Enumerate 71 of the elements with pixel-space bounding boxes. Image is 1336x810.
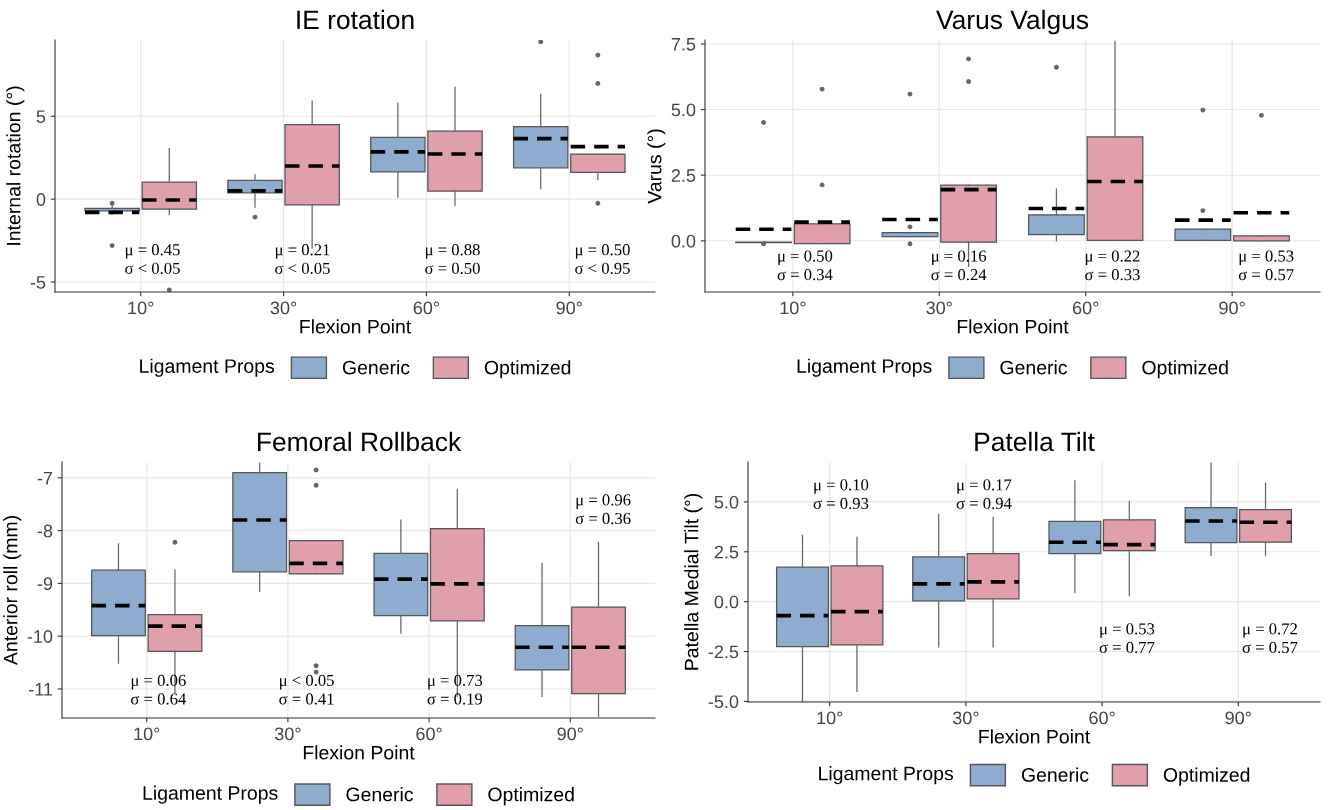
x-tick-label: 10° [134, 727, 160, 741]
x-axis-title: Flexion Point [979, 729, 1091, 744]
annotation: μ = 0.72 σ = 0.57 [1242, 623, 1298, 654]
y-axis-title: Internal rotation (°) [6, 86, 25, 245]
legend-label: Generic [1021, 767, 1089, 782]
x-tick-label: 90° [1225, 711, 1251, 725]
y-tick-label: 5.0 [714, 495, 739, 509]
annotation: μ = 0.88 σ = 0.50 [425, 244, 480, 275]
x-tick-label: 90° [556, 301, 582, 315]
annotation: μ = 0.96 σ = 0.36 [575, 494, 631, 525]
y-tick-label: 2.5 [671, 169, 696, 182]
y-tick-label: 2.5 [714, 545, 739, 559]
y-tick-label: 5 [36, 110, 46, 123]
y-axis-title: Anterior roll (mm) [3, 516, 22, 666]
x-axis-title: Flexion Point [300, 319, 412, 334]
chart-title: Varus Valgus [936, 9, 1089, 35]
x-tick-label: 90° [1219, 301, 1245, 315]
legend-label: Optimized [484, 360, 571, 379]
legend-label: Generic [346, 787, 414, 802]
legend-label: Generic [1000, 360, 1068, 375]
annotation: μ = 0.21 σ < 0.05 [275, 244, 330, 275]
y-tick-label: -2.5 [708, 645, 739, 659]
x-tick-label: 30° [926, 301, 952, 315]
y-tick-label: -11 [29, 683, 53, 696]
annotation: μ < 0.05 σ = 0.41 [279, 674, 334, 705]
chart-title: Patella Tilt [975, 431, 1095, 452]
chart-title: IE rotation [297, 9, 414, 30]
x-axis-title: Flexion Point [957, 319, 1069, 334]
y-tick-label: -5.0 [708, 695, 739, 709]
y-tick-label: -8 [37, 524, 53, 538]
x-tick-label: 10° [817, 711, 843, 725]
x-tick-label: 90° [557, 727, 583, 741]
x-tick-label: 60° [1089, 711, 1115, 725]
annotation: μ = 0.06 σ = 0.64 [131, 674, 187, 705]
annotation: μ = 0.53 σ = 0.57 [1238, 250, 1294, 281]
legend-label: Optimized [488, 787, 574, 806]
annotation: μ = 0.50 σ < 0.95 [575, 244, 630, 275]
y-tick-label: 0.0 [714, 595, 739, 609]
x-tick-label: 60° [413, 301, 439, 315]
y-tick-label: 0.0 [671, 234, 696, 248]
y-tick-label: 0 [36, 193, 46, 206]
x-tick-label: 10° [128, 301, 154, 315]
y-tick-label: 5.0 [671, 103, 696, 117]
x-tick-label: 60° [416, 727, 442, 741]
annotation: μ = 0.45 σ < 0.05 [125, 244, 180, 275]
legend-label: Optimized [1142, 360, 1228, 379]
y-tick-label: -9 [37, 577, 53, 591]
x-tick-label: 60° [1072, 301, 1099, 315]
legend-title: Ligament Props [819, 766, 954, 785]
legend-title: Ligament Props [140, 358, 275, 377]
annotation: μ = 0.17 σ = 0.94 [956, 479, 1012, 510]
legend-label: Generic [342, 360, 410, 375]
y-axis-title: Varus (°) [647, 129, 666, 204]
y-tick-label: -7 [37, 471, 53, 485]
annotation: μ = 0.50 σ = 0.34 [777, 250, 833, 281]
x-axis-title: Flexion Point [303, 745, 415, 760]
y-axis-title: Patella Medial Tilt (°) [684, 493, 703, 670]
legend-title: Ligament Props [143, 785, 278, 804]
x-tick-label: 30° [952, 711, 979, 725]
legend-title: Ligament Props [797, 358, 932, 377]
y-tick-label: 7.5 [671, 38, 696, 51]
y-tick-label: -5 [30, 276, 46, 289]
x-tick-label: 30° [274, 727, 301, 741]
x-tick-label: 30° [270, 301, 297, 315]
x-tick-label: 10° [780, 301, 806, 315]
chart-title: Femoral Rollback [258, 431, 462, 452]
legend-label: Optimized [1163, 767, 1250, 786]
annotation: μ = 0.10 σ = 0.93 [813, 479, 869, 510]
annotation: μ = 0.53 σ = 0.77 [1099, 623, 1155, 654]
annotation: μ = 0.22 σ = 0.33 [1085, 250, 1140, 281]
y-tick-label: -10 [27, 630, 53, 643]
